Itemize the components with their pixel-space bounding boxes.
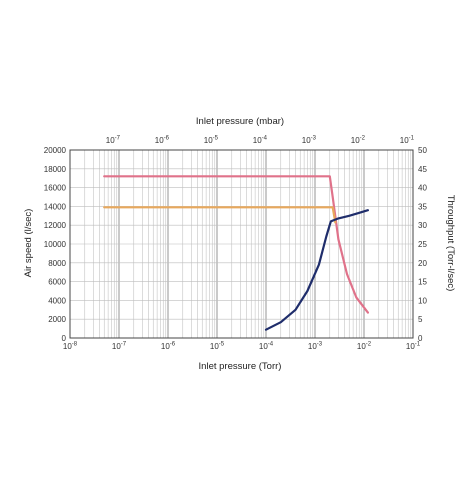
- left-tick-label: 12000: [44, 221, 67, 230]
- top-tick-label: 10-2: [351, 136, 366, 146]
- tick-layer: 0 2000 4000 6000 8000 10000 12000 14000 16000 180…: [44, 136, 428, 352]
- top-tick-label: 10-1: [400, 136, 415, 146]
- top-tick-label: 10-3: [302, 136, 317, 146]
- y-axis-title-throughput: Throughput (Torr-l/sec): [445, 195, 456, 292]
- bottom-tick-label: 10-8: [63, 342, 78, 352]
- grid-layer: [70, 150, 413, 338]
- bottom-tick-label: 10-5: [210, 342, 225, 352]
- left-tick-label: 2000: [48, 315, 66, 324]
- x-axis-title-torr: Inlet pressure (Torr): [199, 361, 282, 372]
- series-line-2: [103, 206, 337, 224]
- bottom-tick-label: 10-3: [308, 342, 323, 352]
- right-tick-label: 0: [418, 334, 423, 343]
- left-tick-label: 14000: [44, 202, 67, 211]
- left-tick-label: 18000: [44, 165, 67, 174]
- left-tick-label: 0: [62, 334, 67, 343]
- y-axis-title-air-speed: Air speed (l/sec): [23, 209, 34, 278]
- right-tick-label: 5: [418, 315, 423, 324]
- right-tick-label: 45: [418, 165, 427, 174]
- bottom-tick-label: 10-1: [406, 342, 421, 352]
- bottom-tick-label: 10-7: [112, 342, 127, 352]
- top-tick-label: 10-7: [106, 136, 121, 146]
- bottom-tick-label: 10-4: [259, 342, 274, 352]
- top-tick-label: 10-6: [155, 136, 170, 146]
- right-tick-label: 20: [418, 259, 427, 268]
- bottom-tick-label: 10-6: [161, 342, 176, 352]
- right-tick-label: 40: [418, 184, 427, 193]
- series-line-3: [264, 209, 369, 331]
- top-tick-label: 10-5: [204, 136, 219, 146]
- x-axis-title-mbar: Inlet pressure (mbar): [196, 116, 284, 127]
- right-tick-label: 30: [418, 221, 427, 230]
- series-layer: [103, 175, 369, 331]
- right-tick-label: 10: [418, 296, 427, 305]
- series-line-1: [103, 175, 369, 314]
- right-tick-label: 25: [418, 240, 427, 249]
- left-tick-label: 6000: [48, 278, 66, 287]
- left-tick-label: 4000: [48, 296, 66, 305]
- right-tick-label: 50: [418, 146, 427, 155]
- bottom-tick-label: 10-2: [357, 342, 372, 352]
- plot-frame: [69, 149, 414, 339]
- left-tick-label: 20000: [44, 146, 67, 155]
- left-tick-label: 8000: [48, 259, 66, 268]
- left-tick-label: 10000: [44, 240, 67, 249]
- right-tick-label: 35: [418, 202, 427, 211]
- left-tick-label: 16000: [44, 184, 67, 193]
- right-tick-label: 15: [418, 278, 427, 287]
- top-tick-label: 10-4: [253, 136, 268, 146]
